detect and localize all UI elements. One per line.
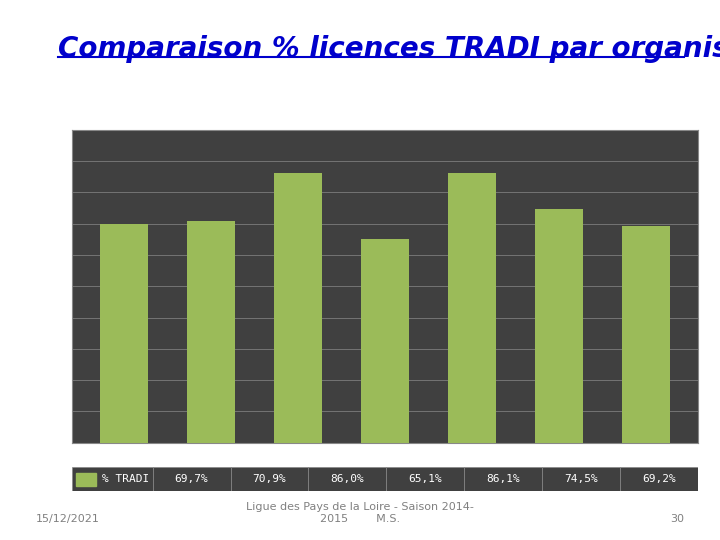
- Bar: [274, 173, 322, 443]
- FancyBboxPatch shape: [464, 467, 542, 491]
- Text: 86,1%: 86,1%: [487, 474, 521, 484]
- Text: Ligue des Pays de la Loire - Saison 2014-
2015        M.S.: Ligue des Pays de la Loire - Saison 2014…: [246, 502, 474, 524]
- Bar: [622, 226, 670, 443]
- FancyBboxPatch shape: [230, 467, 308, 491]
- FancyBboxPatch shape: [621, 467, 698, 491]
- FancyBboxPatch shape: [542, 467, 621, 491]
- Text: 86,0%: 86,0%: [330, 474, 364, 484]
- Text: 15/12/2021: 15/12/2021: [36, 514, 100, 524]
- Bar: [361, 239, 409, 443]
- Bar: [187, 221, 235, 443]
- FancyBboxPatch shape: [308, 467, 387, 491]
- Text: 69,7%: 69,7%: [175, 474, 208, 484]
- FancyBboxPatch shape: [72, 467, 153, 491]
- Text: 30: 30: [670, 514, 684, 524]
- FancyBboxPatch shape: [153, 467, 230, 491]
- Bar: [101, 225, 148, 443]
- Bar: [449, 173, 496, 443]
- Bar: [76, 472, 96, 486]
- Text: 74,5%: 74,5%: [564, 474, 598, 484]
- Bar: [535, 210, 583, 443]
- Text: % TRADI: % TRADI: [102, 474, 149, 484]
- Text: Comparaison % licences TRADI par organisme: Comparaison % licences TRADI par organis…: [58, 35, 720, 63]
- Text: 65,1%: 65,1%: [408, 474, 442, 484]
- FancyBboxPatch shape: [387, 467, 464, 491]
- Text: 69,2%: 69,2%: [642, 474, 676, 484]
- Text: 70,9%: 70,9%: [253, 474, 287, 484]
